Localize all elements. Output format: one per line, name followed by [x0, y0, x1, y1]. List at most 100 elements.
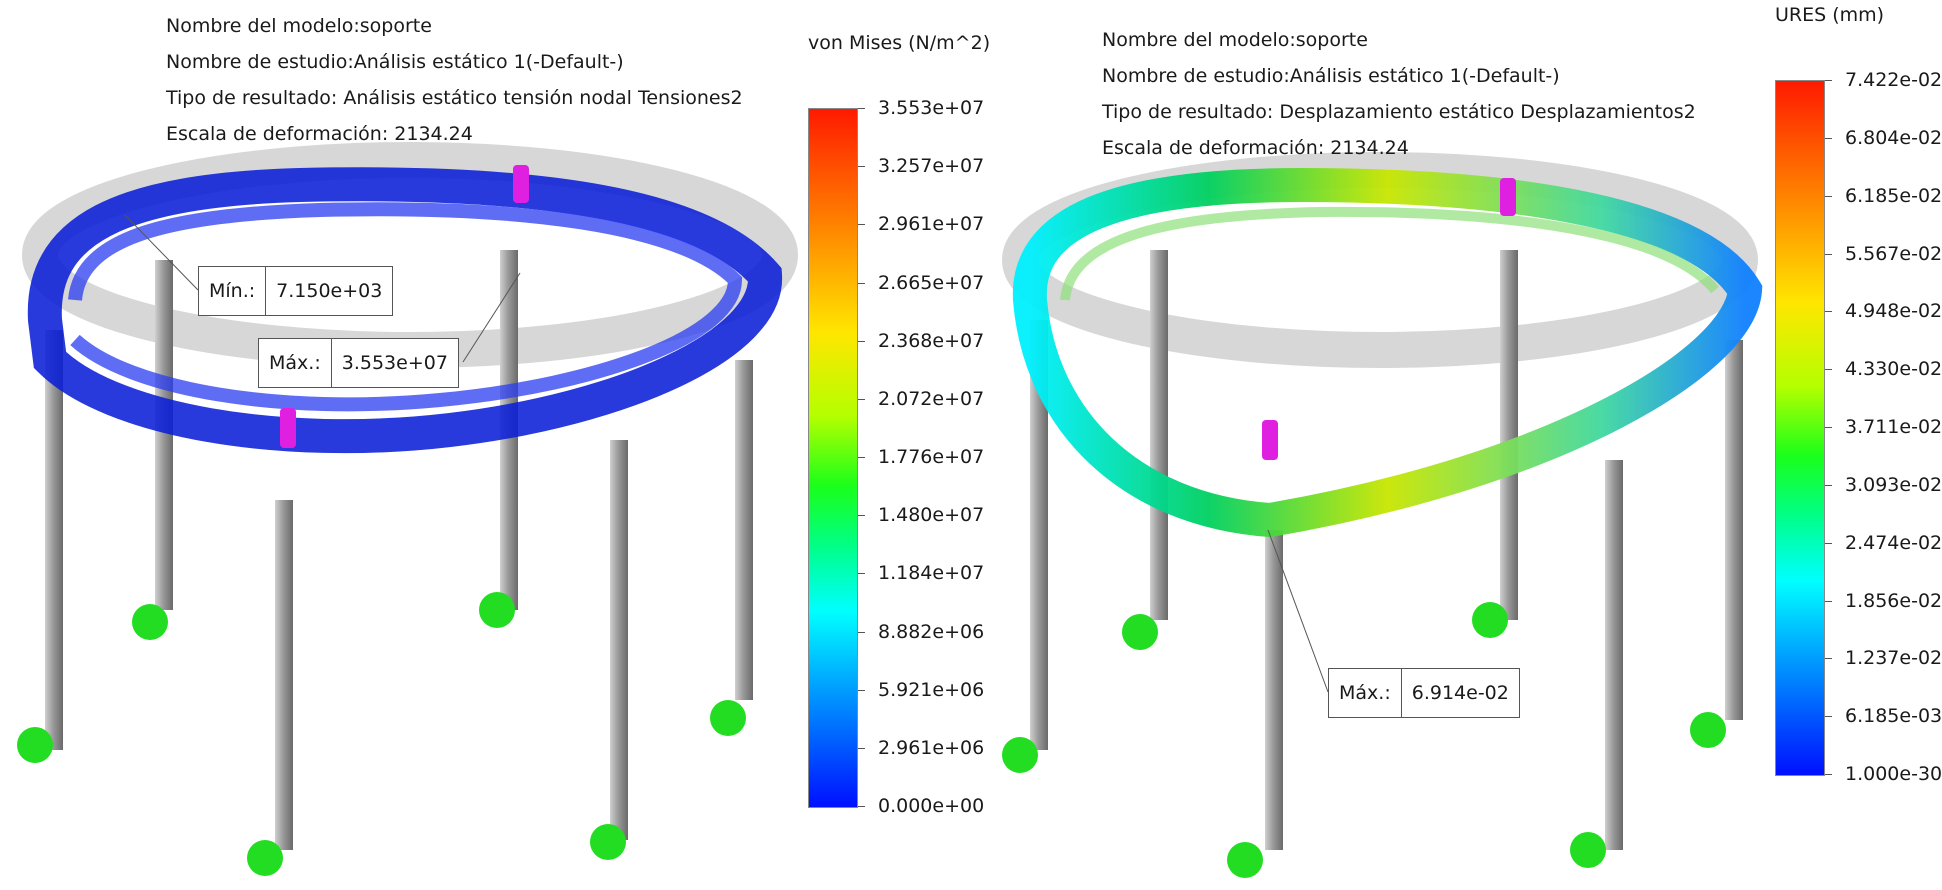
legend-tick-label: 4.330e-02 — [1845, 358, 1942, 381]
legend-tick-label: 7.422e-02 — [1845, 69, 1942, 91]
legend-tick-mark — [1825, 484, 1832, 486]
legend-tick-mark — [858, 515, 865, 517]
max-leader-line — [462, 272, 521, 363]
fixed-support-icon — [247, 840, 283, 876]
fixture-icons — [17, 592, 746, 876]
displacement-plot-panel: Nombre del modelo:soporte Nombre de estu… — [1000, 0, 1942, 890]
max-leader-line — [1267, 529, 1329, 693]
model-name-text: Nombre del modelo:soporte — [1102, 29, 1368, 51]
legend-tick-mark — [858, 166, 865, 168]
legend-tick-label: 2.072e+07 — [878, 387, 985, 410]
legend-tick-label: 5.921e+06 — [878, 678, 985, 701]
legend-title: von Mises (N/m^2) — [808, 32, 991, 54]
load-arrow-icon — [280, 408, 296, 448]
displacement-model-view — [1002, 152, 1763, 878]
legend-tick-label: 3.093e-02 — [1845, 473, 1942, 496]
load-icons — [280, 165, 529, 448]
min-callout-value: 7.150e+03 — [276, 280, 383, 302]
deformation-scale-text: Escala de deformación: 2134.24 — [1102, 137, 1409, 159]
legend-tick-mark — [858, 806, 865, 807]
legend-tick-label: 3.257e+07 — [878, 155, 985, 178]
legend-tick-label: 1.000e-30 — [1845, 763, 1942, 785]
support-leg — [1150, 250, 1168, 620]
stress-color-bar — [808, 108, 858, 808]
legend-tick-mark — [1825, 137, 1832, 139]
ring-band-inner — [1060, 206, 1719, 301]
legend-tick-mark — [858, 747, 865, 749]
fixed-support-icon — [132, 604, 168, 640]
support-leg — [1605, 460, 1623, 850]
fixture-icons — [1002, 602, 1726, 878]
legend-tick-label: 1.856e-02 — [1845, 589, 1942, 612]
load-arrow-icon — [513, 165, 529, 203]
load-arrow-icon — [1500, 178, 1516, 216]
max-value-callout[interactable]: Máx.: 6.914e-02 — [1328, 668, 1520, 718]
load-icons — [1262, 178, 1516, 460]
legend-tick-mark — [858, 108, 865, 109]
support-legs — [45, 250, 753, 850]
support-leg — [1030, 320, 1048, 750]
fixed-support-icon — [590, 824, 626, 860]
legend-tick-mark — [1825, 658, 1832, 660]
legend-tick-mark — [858, 224, 865, 226]
deformed-ring — [1012, 167, 1763, 538]
fixed-support-icon — [1690, 712, 1726, 748]
result-info-block: Nombre del modelo:soporte Nombre de estu… — [166, 8, 743, 152]
fixed-support-icon — [479, 592, 515, 628]
max-callout-label: Máx.: — [259, 339, 332, 387]
legend-tick-label: 1.776e+07 — [878, 446, 985, 468]
support-leg — [1265, 530, 1283, 850]
study-name-text: Nombre de estudio:Análisis estático 1(-D… — [166, 51, 624, 73]
legend-tick-label: 1.480e+07 — [878, 504, 985, 527]
ring-band-outer — [1012, 167, 1763, 538]
load-arrow-icon — [1262, 420, 1278, 460]
legend-tick-label: 6.185e-02 — [1845, 184, 1942, 207]
deformed-ring — [27, 167, 783, 454]
legend-tick-label: 6.804e-02 — [1845, 126, 1942, 149]
support-leg — [45, 330, 63, 750]
legend-tick-label: 2.961e+07 — [878, 213, 985, 236]
fixed-support-icon — [1472, 602, 1508, 638]
support-leg — [610, 440, 628, 840]
legend-tick-mark — [1825, 195, 1832, 197]
min-leader-line — [124, 214, 199, 291]
legend-tick-label: 0.000e+00 — [878, 795, 985, 817]
legend-tick-label: 2.665e+07 — [878, 271, 985, 294]
ring-band-outer — [27, 167, 783, 454]
legend-tick-label: 5.567e-02 — [1845, 242, 1942, 265]
legend-tick-mark — [858, 573, 865, 575]
legend-tick-mark — [1825, 253, 1832, 255]
legend-title: URES (mm) — [1775, 4, 1885, 26]
legend-tick-mark — [1825, 369, 1832, 371]
max-value-callout[interactable]: Máx.: 3.553e+07 — [258, 338, 459, 388]
displacement-color-bar — [1775, 80, 1825, 776]
legend-tick-mark — [858, 457, 865, 458]
legend-tick-mark — [1825, 542, 1832, 544]
stress-plot-panel: Nombre del modelo:soporte Nombre de estu… — [17, 8, 991, 876]
legend-tick-label: 3.711e-02 — [1845, 416, 1942, 438]
support-leg — [1725, 340, 1743, 720]
max-callout-label: Máx.: — [1329, 669, 1402, 717]
result-info-block: Nombre del modelo:soporte Nombre de estu… — [1102, 22, 1696, 166]
support-leg — [275, 500, 293, 850]
legend-tick-label: 2.961e+06 — [878, 736, 985, 759]
legend-tick-label: 4.948e-02 — [1845, 300, 1942, 323]
min-value-callout[interactable]: Mín.: 7.150e+03 — [198, 266, 394, 316]
legend-tick-label: 2.474e-02 — [1845, 531, 1942, 554]
legend-tick-mark — [1825, 427, 1832, 428]
legend-tick-mark — [858, 689, 865, 691]
legend-tick-mark — [1825, 716, 1832, 718]
max-callout-value: 6.914e-02 — [1411, 682, 1509, 704]
fixed-support-icon — [1122, 614, 1158, 650]
legend-tick-mark — [1825, 80, 1832, 81]
fixed-support-icon — [1570, 832, 1606, 868]
legend-tick-mark — [858, 340, 865, 342]
legend-tick-label: 2.368e+07 — [878, 329, 985, 352]
support-legs — [1030, 250, 1743, 850]
legend-tick-mark — [858, 282, 865, 284]
min-callout-label: Mín.: — [199, 267, 267, 315]
legend-tick-label: 8.882e+06 — [878, 620, 985, 643]
legend-tick-label: 1.237e-02 — [1845, 647, 1942, 670]
result-type-text: Tipo de resultado: Análisis estático ten… — [166, 87, 743, 109]
model-name-text: Nombre del modelo:soporte — [166, 15, 432, 37]
